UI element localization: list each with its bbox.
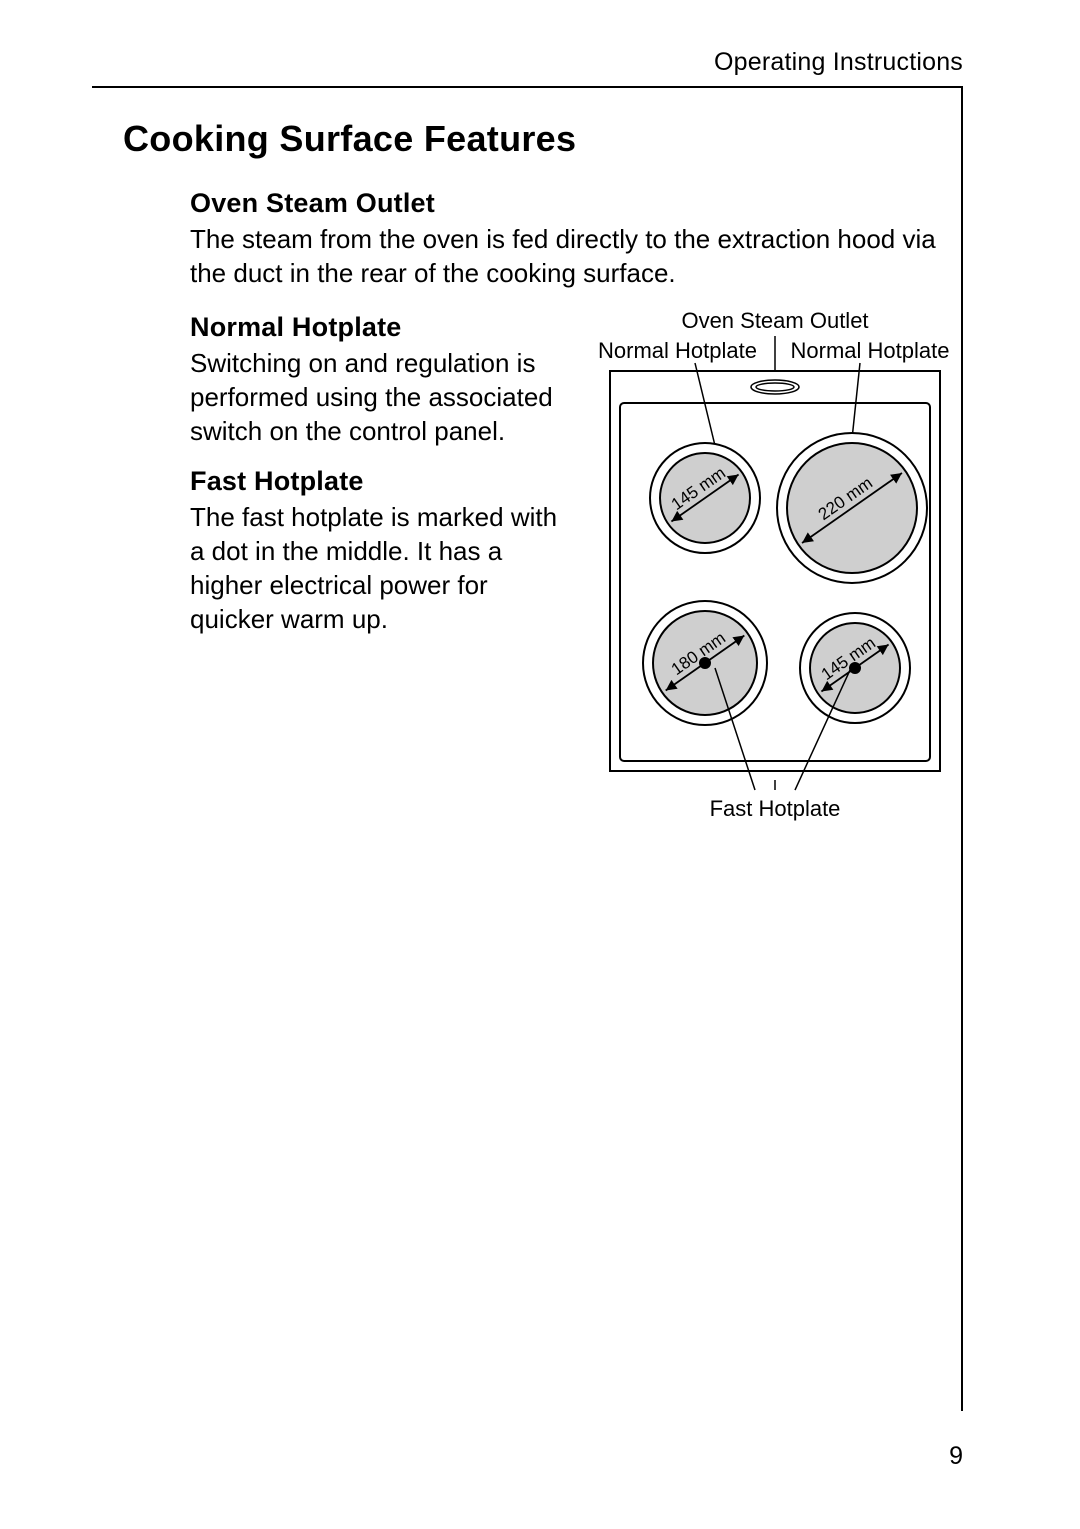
- section-normal-hotplate: Normal Hotplate Switching on and regulat…: [190, 310, 560, 448]
- section-body: The fast hotplate is marked with a dot i…: [190, 500, 560, 636]
- section-body: Switching on and regulation is performed…: [190, 346, 560, 448]
- page-header: Operating Instructions: [714, 48, 963, 77]
- header-rule: [92, 86, 963, 88]
- cooktop-diagram: Oven Steam Outlet Normal Hotplate Normal…: [590, 308, 960, 848]
- cooktop-svg: 145 mm220 mm180 mm145 mm: [590, 308, 960, 838]
- section-heading: Oven Steam Outlet: [190, 186, 960, 220]
- manual-page: Operating Instructions Cooking Surface F…: [0, 0, 1080, 1529]
- section-oven-steam: Oven Steam Outlet The steam from the ove…: [190, 186, 960, 290]
- section-fast-hotplate: Fast Hotplate The fast hotplate is marke…: [190, 464, 560, 636]
- section-heading: Fast Hotplate: [190, 464, 560, 498]
- section-body: The steam from the oven is fed directly …: [190, 222, 960, 290]
- side-rule: [961, 86, 963, 1411]
- page-number: 9: [949, 1442, 963, 1471]
- page-title: Cooking Surface Features: [123, 118, 576, 160]
- section-heading: Normal Hotplate: [190, 310, 560, 344]
